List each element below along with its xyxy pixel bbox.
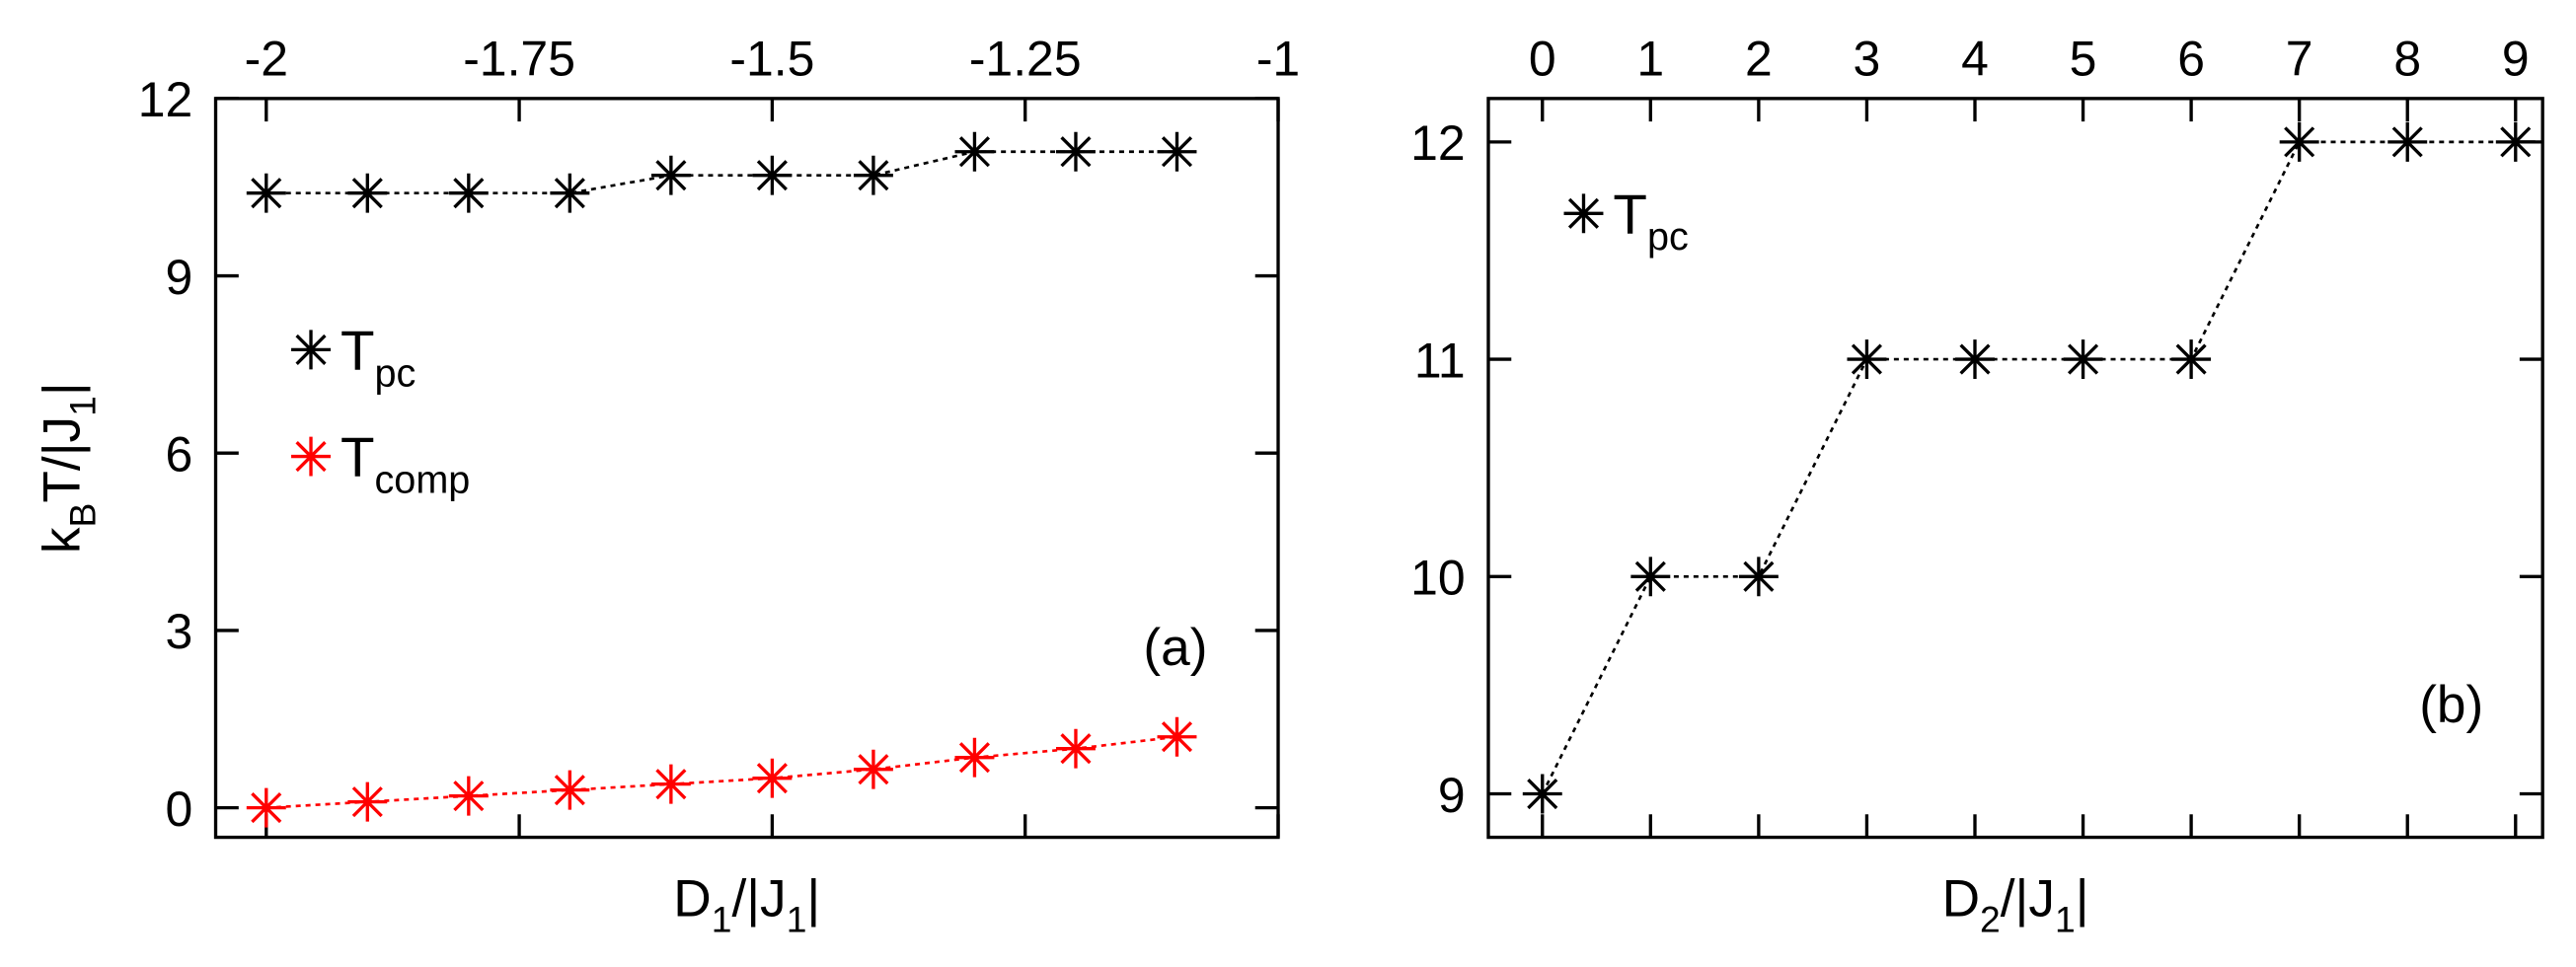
y-axis-label-run: T/|J [33,416,91,503]
data-point [2171,339,2212,380]
data-point [2495,121,2536,162]
x-tick-label: 7 [2286,32,2313,87]
legend-label-run: pc [1647,215,1689,259]
legend-label: Tcomp [341,426,470,502]
x-axis-label-run: D [673,869,711,928]
data-point [347,173,388,213]
x-axis-label-run: /|J [731,869,786,928]
data-point [550,770,590,810]
panel-label: (a) [1143,619,1207,677]
y-tick-label: 9 [1438,768,1466,823]
series-line [265,735,1177,809]
data-point [1955,339,1995,380]
x-tick-label: 6 [2177,32,2205,87]
series-line [265,150,1177,194]
data-point [853,749,893,789]
legend-marker [291,436,331,477]
x-axis-label-run: 1 [712,898,732,939]
data-point [550,173,590,213]
x-tick-label: 1 [1636,32,1664,87]
y-axis-label: kBT/|J1| [33,382,103,554]
plot-frame [213,97,1280,840]
legend-label-run: T [341,426,375,488]
x-tick-label: -1 [1256,32,1300,87]
data-point [954,131,995,172]
y-tick-label: 11 [1414,333,1466,388]
y-tick-label: 3 [165,604,192,659]
x-tick-label: 9 [2502,32,2530,87]
legend-label-run: T [341,319,375,381]
data-point [1157,131,1197,172]
x-axis-label-run: /|J [2001,869,2055,928]
data-point [752,758,793,798]
x-axis-label-run: | [2076,869,2089,928]
plot-frame [1486,97,2544,840]
y-tick-label: 10 [1410,551,1466,606]
legend-marker [1563,193,1604,234]
x-tick-label: 4 [1961,32,1989,87]
x-tick-label: 3 [1854,32,1881,87]
data-point [448,776,489,816]
y-tick-label: 12 [138,72,193,127]
x-axis-label-run: 1 [2055,898,2076,939]
data-point [1056,728,1096,769]
data-point [347,781,388,822]
data-point [1157,716,1197,757]
x-axis-label-run: | [806,869,820,928]
x-tick-label: -1.25 [969,32,1082,87]
legend-label-run: comp [375,458,471,501]
y-tick-label: 0 [165,781,192,837]
data-point [650,764,691,804]
data-point [1630,557,1671,597]
data-point [1522,774,1562,814]
legend-marker [291,330,331,370]
x-tick-label: 2 [1745,32,1773,87]
x-axis-label-run: D [1942,869,1980,928]
y-axis-label-run: B [61,503,103,528]
data-point [1056,131,1096,172]
data-point [853,155,893,195]
legend-label-run: T [1613,183,1647,245]
x-tick-label: 0 [1529,32,1556,87]
data-point [2387,121,2428,162]
x-tick-label: 5 [2070,32,2097,87]
data-point [246,173,286,213]
data-point [650,155,691,195]
x-axis-label: D2/|J1| [1942,869,2089,939]
y-tick-label: 12 [1410,115,1466,171]
x-tick-label: 8 [2393,32,2421,87]
x-axis-label-run: 1 [787,898,807,939]
x-tick-label: -1.5 [729,32,814,87]
legend-label-run: pc [375,351,417,395]
data-point [752,155,793,195]
y-tick-label: 6 [165,427,192,483]
y-tick-label: 9 [165,250,192,305]
data-point [954,737,995,778]
data-point [246,787,286,828]
data-point [2279,121,2319,162]
legend-label: Tpc [341,319,416,395]
data-point [2063,339,2103,380]
y-axis-label-run: k [33,527,91,554]
y-axis-label-run: | [33,382,91,396]
panel-label: (b) [2419,676,2483,734]
data-point [1738,557,1779,597]
data-point [1847,339,1887,380]
y-axis-label-run: 1 [61,396,103,416]
x-tick-label: -2 [245,32,288,87]
series-line [1541,140,2516,795]
data-point [448,173,489,213]
x-tick-label: -1.75 [463,32,575,87]
x-axis-label-run: 2 [1980,898,2001,939]
x-axis-label: D1/|J1| [673,869,820,939]
legend-label: Tpc [1613,183,1688,259]
